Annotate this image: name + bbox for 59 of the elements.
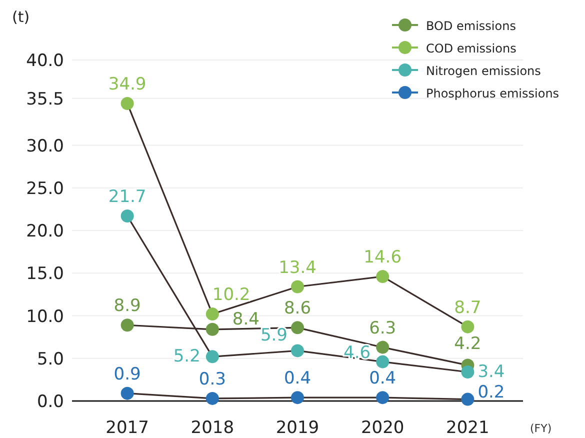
x-tick-label: 2020 [360, 418, 404, 438]
data-label: 0.4 [284, 368, 312, 389]
y-tick-label: 30.0 [26, 136, 64, 156]
data-label: 4.2 [454, 334, 482, 354]
point [376, 340, 390, 354]
x-tick-label: 2021 [446, 418, 490, 438]
point [206, 392, 219, 405]
point [120, 210, 134, 223]
data-label: 21.7 [108, 187, 146, 208]
data-label: 0.4 [369, 368, 396, 389]
y-tick-label: 35.5 [26, 89, 64, 110]
data-label: 8.9 [114, 296, 141, 316]
y-tick-label: 5.0 [36, 349, 64, 370]
point [461, 392, 474, 406]
data-label: 5.2 [173, 346, 200, 367]
data-label: 8.4 [232, 309, 260, 330]
data-label: 6.3 [369, 318, 396, 338]
y-tick-label: 10.0 [26, 306, 64, 327]
data-label: 13.4 [278, 258, 316, 278]
x-tick-label: 2017 [106, 418, 149, 438]
point [291, 344, 304, 358]
data-label: 10.2 [212, 285, 250, 306]
data-label: 8.6 [284, 298, 312, 319]
y-axis-title: (t) [12, 8, 30, 26]
point [291, 391, 304, 404]
point [206, 350, 219, 364]
y-tick-label: 15.0 [26, 264, 64, 284]
x-tick-label: 2019 [276, 418, 320, 438]
point [461, 320, 474, 334]
point [120, 318, 134, 332]
point [291, 280, 304, 294]
data-label: 4.6 [344, 342, 371, 363]
point [376, 355, 390, 368]
y-tick-label: 0.0 [36, 392, 64, 412]
x-axis-title: (FY) [530, 422, 552, 435]
point [461, 366, 474, 379]
data-label: 5.9 [260, 326, 288, 346]
legend-label: Phosphorus emissions [426, 86, 560, 100]
point [120, 386, 134, 400]
data-label: 0.9 [114, 364, 141, 384]
legend-label: Nitrogen emissions [426, 64, 541, 78]
legend-label: BOD emissions [426, 19, 516, 33]
point [206, 322, 219, 336]
data-label: 0.3 [198, 369, 226, 390]
y-tick-label: 40.0 [26, 51, 64, 71]
point [206, 308, 219, 321]
data-label: 0.2 [478, 382, 505, 402]
point [376, 391, 390, 404]
legend-label: COD emissions [426, 42, 516, 56]
x-tick-label: 2018 [190, 418, 234, 438]
y-tick-label: 25.0 [26, 178, 64, 199]
data-label: 3.4 [478, 362, 505, 382]
data-label: 8.7 [454, 298, 482, 318]
data-label: 34.9 [108, 74, 146, 94]
data-label: 14.6 [364, 248, 402, 268]
point [120, 96, 134, 110]
point [291, 321, 304, 334]
point [376, 270, 390, 284]
y-tick-label: 20.0 [26, 222, 64, 242]
